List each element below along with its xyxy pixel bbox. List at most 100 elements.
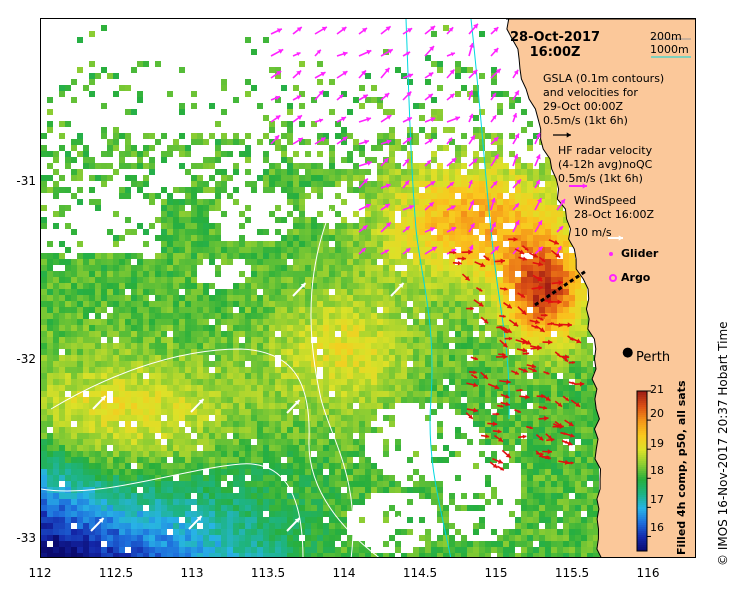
sst-cell: [491, 403, 497, 409]
sst-cell: [161, 463, 167, 469]
sst-cell: [515, 301, 521, 307]
sst-cell: [89, 79, 95, 85]
sst-cell: [437, 391, 443, 397]
sst-cell: [281, 403, 287, 409]
sst-cell: [359, 397, 365, 403]
sst-cell: [377, 97, 383, 103]
sst-cell: [509, 355, 515, 361]
sst-cell: [407, 271, 413, 277]
sst-cell: [161, 331, 167, 337]
sst-cell: [59, 415, 65, 421]
sst-cell: [563, 223, 569, 229]
sst-cell: [305, 217, 311, 223]
sst-cell: [341, 433, 347, 439]
sst-cell: [107, 475, 113, 481]
sst-cell: [317, 493, 323, 499]
sst-cell: [311, 253, 317, 259]
sst-cell: [329, 229, 335, 235]
sst-cell: [287, 349, 293, 355]
sst-cell: [377, 223, 383, 229]
sst-cell: [473, 415, 479, 421]
sst-cell: [401, 211, 407, 217]
sst-cell: [287, 235, 293, 241]
sst-cell: [137, 181, 143, 187]
sst-cell: [167, 289, 173, 295]
sst-cell: [365, 325, 371, 331]
sst-cell: [467, 385, 473, 391]
sst-cell: [233, 373, 239, 379]
sst-cell: [173, 505, 179, 511]
sst-cell: [101, 295, 107, 301]
sst-cell: [161, 409, 167, 415]
map-canvas[interactable]: [41, 19, 696, 558]
map-panel[interactable]: [40, 18, 696, 558]
sst-cell: [323, 337, 329, 343]
sst-cell: [545, 181, 551, 187]
sst-cell: [557, 283, 563, 289]
sst-cell: [551, 475, 557, 481]
sst-cell: [245, 313, 251, 319]
sst-cell: [209, 361, 215, 367]
sst-cell: [509, 247, 515, 253]
sst-cell: [227, 499, 233, 505]
sst-cell: [461, 241, 467, 247]
sst-cell: [161, 451, 167, 457]
sst-cell: [191, 295, 197, 301]
sst-cell: [395, 487, 401, 493]
sst-cell: [167, 211, 173, 217]
sst-cell: [341, 385, 347, 391]
sst-cell: [413, 259, 419, 265]
sst-cell: [443, 529, 449, 535]
sst-cell: [125, 217, 131, 223]
sst-cell: [557, 325, 563, 331]
sst-cell: [449, 337, 455, 343]
sst-cell: [263, 475, 269, 481]
sst-cell: [497, 283, 503, 289]
sst-cell: [401, 331, 407, 337]
sst-cell: [317, 229, 323, 235]
sst-cell: [143, 391, 149, 397]
sst-cell: [437, 313, 443, 319]
sst-cell: [209, 343, 215, 349]
sst-cell: [377, 385, 383, 391]
sst-cell: [185, 439, 191, 445]
sst-cell: [257, 265, 263, 271]
sst-cell: [515, 325, 521, 331]
sst-cell: [407, 157, 413, 163]
sst-cell: [167, 373, 173, 379]
sst-cell: [533, 211, 539, 217]
sst-cell: [287, 523, 293, 529]
sst-cell: [509, 361, 515, 367]
sst-cell: [113, 289, 119, 295]
sst-cell: [125, 145, 131, 151]
sst-cell: [317, 265, 323, 271]
sst-cell: [497, 361, 503, 367]
sst-cell: [155, 457, 161, 463]
sst-cell: [239, 511, 245, 517]
sst-cell: [353, 379, 359, 385]
sst-cell: [485, 295, 491, 301]
sst-cell: [245, 517, 251, 523]
sst-cell: [491, 319, 497, 325]
sst-cell: [107, 319, 113, 325]
sst-cell: [131, 361, 137, 367]
sst-cell: [437, 289, 443, 295]
sst-cell: [587, 445, 593, 451]
sst-cell: [353, 241, 359, 247]
sst-cell: [161, 487, 167, 493]
sst-cell: [125, 229, 131, 235]
sst-cell: [485, 301, 491, 307]
sst-cell: [185, 193, 191, 199]
sst-cell: [293, 187, 299, 193]
sst-cell: [227, 385, 233, 391]
sst-cell: [431, 487, 437, 493]
sst-cell: [167, 265, 173, 271]
sst-cell: [281, 181, 287, 187]
sst-cell: [119, 385, 125, 391]
sst-cell: [221, 421, 227, 427]
sst-cell: [239, 283, 245, 289]
sst-cell: [89, 373, 95, 379]
sst-cell: [65, 403, 71, 409]
sst-cell: [455, 151, 461, 157]
sst-cell: [401, 259, 407, 265]
